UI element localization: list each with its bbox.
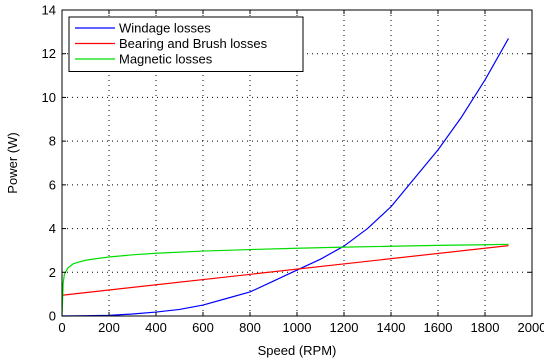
x-tick-label: 2000 [518,320,544,335]
x-tick-label: 1600 [424,320,453,335]
y-tick-label: 6 [49,177,56,192]
x-tick-label: 200 [98,320,120,335]
x-tick-label: 1200 [330,320,359,335]
y-tick-label: 12 [42,46,56,61]
x-tick-label: 1000 [283,320,312,335]
series-line-2 [61,245,509,296]
series-lines [61,38,510,317]
legend-label-2: Bearing and Brush losses [119,36,268,51]
x-tick-label: 0 [58,320,65,335]
legend-label-3: Magnetic losses [119,52,213,67]
x-tick-label: 400 [145,320,167,335]
y-tick-label: 0 [49,309,56,324]
legend-box [68,16,304,72]
axis-ticks: 0 200 400 600 800 1000 1200 1400 1600 1800 2000 0 2 4… [42,3,544,336]
x-tick-label: 1800 [471,320,500,335]
series-line-1 [61,38,510,317]
legend-label-1: Windage losses [119,21,211,36]
y-axis-label: Power (W) [5,132,20,193]
x-tick-label: 600 [192,320,214,335]
y-tick-label: 8 [49,134,56,149]
y-tick-label: 14 [42,3,56,18]
y-tick-label: 2 [49,265,56,280]
y-tick-label: 4 [49,221,56,236]
x-tick-label: 800 [239,320,261,335]
x-tick-label: 1400 [377,320,406,335]
x-axis-label: Speed (RPM) [258,343,337,358]
series-line-3 [61,243,509,317]
y-tick-label: 10 [42,90,56,105]
